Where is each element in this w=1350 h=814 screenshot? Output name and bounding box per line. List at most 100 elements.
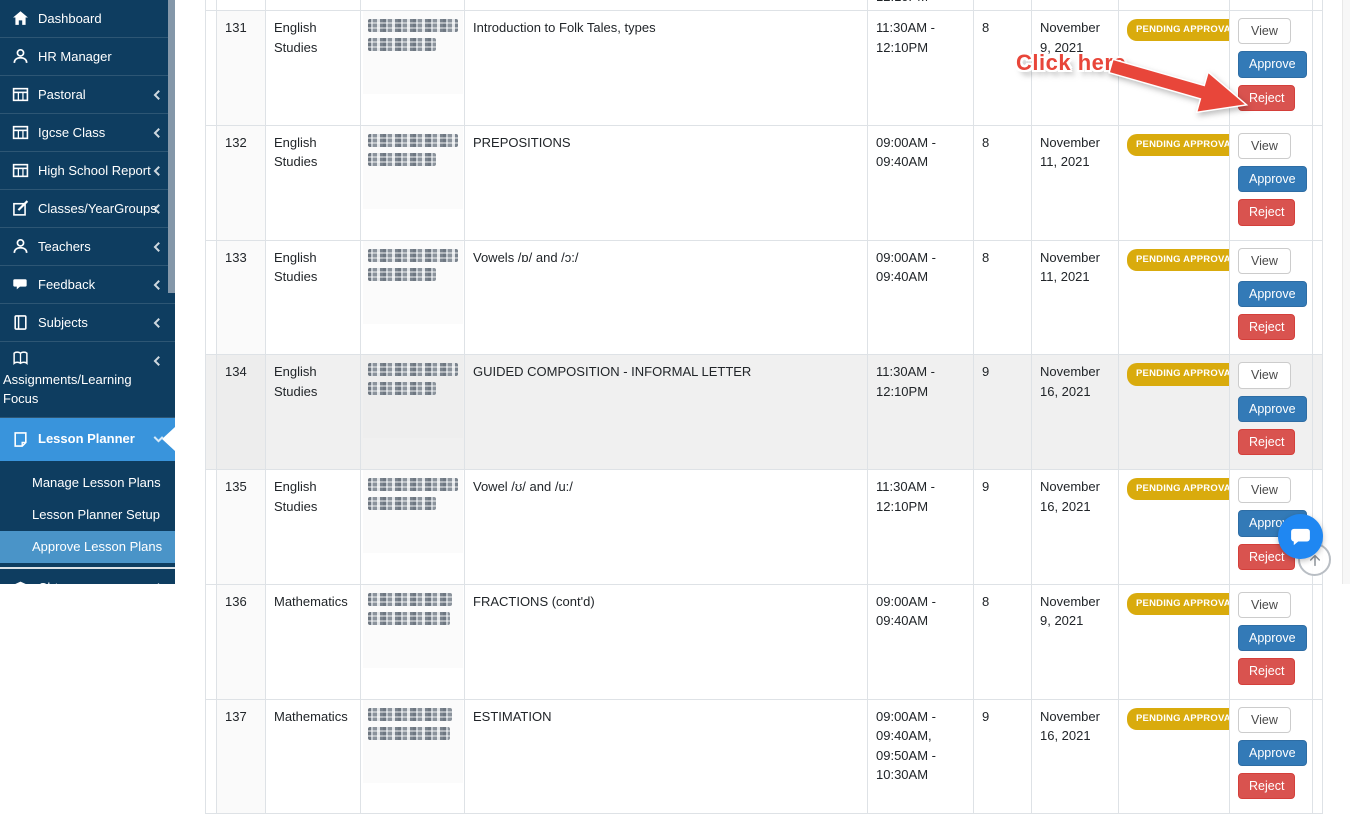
redacted-teacher-name [363,699,463,783]
graduation-cap-icon [12,579,29,596]
date-cell: November 9, 2021 [1031,10,1119,126]
note-icon [12,431,29,448]
sidebar-item-cbt[interactable]: Cbt [0,569,175,608]
actions-cell: View Approve Reject [1229,354,1313,470]
lesson-id-cell: 133 [216,239,266,356]
table-row-clipped: 12:10PM [205,0,1323,11]
sidebar-item-label: Igcse Class [38,124,106,140]
lesson-id-cell: 132 [216,124,266,241]
sidebar-item-assignments-learning-focus[interactable]: Assignments/Learning Focus [0,342,175,418]
view-button[interactable]: View [1238,591,1291,618]
submenu-item-manage-lesson-plans[interactable]: Manage Lesson Plans [32,474,161,490]
grade-cell: 8 [973,239,1032,356]
sidebar-item-igcse-class[interactable]: Igcse Class [0,114,175,152]
chevron-left-icon [153,127,164,138]
sidebar-item-label: Cbt [38,579,59,595]
sidebar-item-hr-manager[interactable]: HR Manager [0,38,175,76]
sidebar-item-high-school-report[interactable]: High School Report [0,152,175,190]
actions-cell: View Approve Reject [1229,583,1313,700]
person-icon [12,48,29,65]
edit-icon [12,200,29,217]
lesson-id-cell: 136 [216,583,266,700]
redacted-teacher-name [363,11,463,94]
reject-button[interactable]: Reject [1238,543,1296,570]
grid-icon [12,86,29,103]
status-badge: PENDING APPROVAL [1127,19,1229,42]
click-here-annotation: Click here [1016,50,1127,75]
approve-button[interactable]: Approve [1238,51,1307,78]
table-row: 131 English Studies Introduction to Folk… [205,10,1323,126]
chat-widget-button[interactable] [1278,514,1323,559]
subject-cell: English Studies [265,354,361,470]
approve-button[interactable]: Approve [1238,625,1307,652]
table-row: 133 English Studies Vowels /ɒ/ and /ɔ:/ … [205,239,1323,356]
grade-cell: 9 [973,698,1032,814]
grade-cell: 9 [973,469,1032,585]
chat-icon [12,276,29,293]
table-row: 136 Mathematics FRACTIONS (cont'd) 09:00… [205,583,1323,700]
status-cell: PENDING APPROVAL [1118,239,1230,356]
submenu-item-lesson-planner-setup[interactable]: Lesson Planner Setup [32,506,160,522]
view-button[interactable]: View [1238,477,1291,504]
date-cell: November 11, 2021 [1031,124,1119,241]
reject-button[interactable]: Reject [1238,773,1296,800]
teacher-cell [360,354,465,470]
date-cell: November 16, 2021 [1031,469,1119,585]
reject-button[interactable]: Reject [1238,199,1296,226]
browser-scrollbar[interactable] [1342,0,1350,584]
sidebar-item-teachers[interactable]: Teachers [0,228,175,266]
status-cell: PENDING APPROVAL [1118,124,1230,241]
reject-button[interactable]: Reject [1238,658,1296,685]
status-badge: PENDING APPROVAL [1127,707,1229,730]
reject-button[interactable]: Reject [1238,314,1296,341]
reject-button[interactable]: Reject [1238,428,1296,455]
chevron-left-icon [153,89,164,100]
subject-cell: Mathematics [265,583,361,700]
sidebar: Dashboard HR Manager Pastoral Igcse Clas… [0,0,175,608]
date-cell: November 16, 2021 [1031,698,1119,814]
status-badge: PENDING APPROVAL [1127,478,1229,501]
sidebar-item-label: Dashboard [38,10,102,26]
status-cell: PENDING APPROVAL [1118,698,1230,814]
time-cell: 11:30AM - 12:10PM [867,10,974,126]
approve-button[interactable]: Approve [1238,166,1307,193]
red-arrow-annotation [1108,58,1249,114]
table-row: 137 Mathematics ESTIMATION 09:00AM - 09:… [205,698,1323,814]
grade-cell: 8 [973,124,1032,241]
sidebar-item-feedback[interactable]: Feedback [0,266,175,304]
teacher-cell [360,698,465,814]
view-button[interactable]: View [1238,706,1291,733]
view-button[interactable]: View [1238,362,1291,389]
status-cell: PENDING APPROVAL [1118,354,1230,470]
reject-button[interactable]: Reject [1238,84,1296,111]
submenu-item-approve-lesson-plans[interactable]: Approve Lesson Plans [0,530,175,564]
grade-cell: 8 [973,583,1032,700]
subject-cell: English Studies [265,469,361,585]
approve-button[interactable]: Approve [1238,280,1307,307]
view-button[interactable]: View [1238,132,1291,159]
sidebar-item-classes-yeargroups[interactable]: Classes/YearGroups [0,190,175,228]
view-button[interactable]: View [1238,247,1291,274]
approve-button[interactable]: Approve [1238,739,1307,766]
sidebar-item-lesson-planner[interactable]: Lesson Planner [0,417,175,461]
sidebar-scrollbar-thumb[interactable] [168,0,175,293]
date-cell: November 11, 2021 [1031,239,1119,356]
time-cell: 11:30AM - 12:10PM [867,354,974,470]
redacted-teacher-name [363,240,463,324]
time-cell: 09:00AM - 09:40AM [867,583,974,700]
status-badge: PENDING APPROVAL [1127,133,1229,156]
lesson-id-cell: 134 [216,354,266,470]
chevron-left-icon [153,582,164,593]
sidebar-item-label: Lesson Planner [38,431,135,447]
chevron-left-icon [153,241,164,252]
sidebar-item-subjects[interactable]: Subjects [0,304,175,342]
topic-cell: PREPOSITIONS [464,124,868,241]
sidebar-item-dashboard[interactable]: Dashboard [0,0,175,38]
approve-button[interactable]: Approve [1238,395,1307,422]
chevron-left-icon [153,356,164,366]
view-button[interactable]: View [1238,18,1291,45]
teacher-cell [360,583,465,700]
submenu-divider [0,567,175,570]
actions-cell: View Approve Reject [1229,698,1313,814]
sidebar-item-pastoral[interactable]: Pastoral [0,76,175,114]
